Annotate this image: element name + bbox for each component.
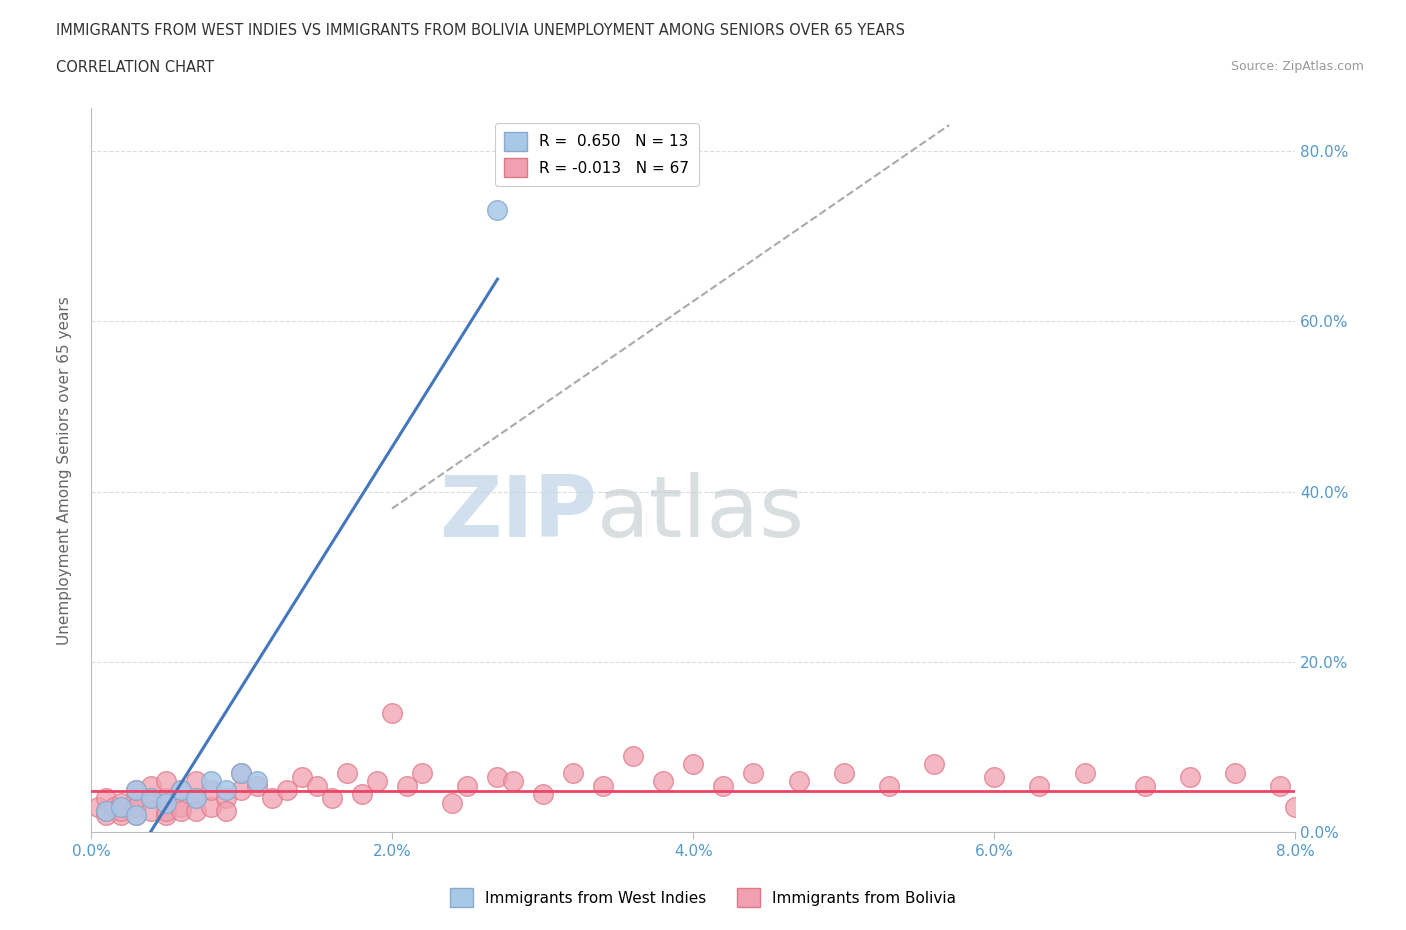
Point bbox=[200, 800, 222, 815]
Point bbox=[231, 765, 253, 780]
Point bbox=[652, 774, 675, 789]
Point bbox=[486, 203, 509, 218]
Point bbox=[983, 769, 1005, 784]
Point bbox=[141, 790, 163, 805]
Point bbox=[231, 782, 253, 797]
Point bbox=[682, 757, 704, 772]
Point bbox=[155, 790, 177, 805]
Point bbox=[215, 782, 238, 797]
Text: CORRELATION CHART: CORRELATION CHART bbox=[56, 60, 214, 75]
Point bbox=[200, 782, 222, 797]
Point bbox=[502, 774, 524, 789]
Point bbox=[1178, 769, 1201, 784]
Point bbox=[94, 808, 117, 823]
Point bbox=[94, 790, 117, 805]
Point bbox=[742, 765, 765, 780]
Point bbox=[155, 808, 177, 823]
Point bbox=[711, 778, 734, 793]
Point bbox=[922, 757, 945, 772]
Text: Source: ZipAtlas.com: Source: ZipAtlas.com bbox=[1230, 60, 1364, 73]
Point bbox=[215, 804, 238, 818]
Point bbox=[125, 790, 148, 805]
Point bbox=[186, 790, 208, 805]
Point bbox=[1270, 778, 1292, 793]
Point bbox=[215, 790, 238, 805]
Point bbox=[141, 790, 163, 805]
Legend: R =  0.650   N = 13, R = -0.013   N = 67: R = 0.650 N = 13, R = -0.013 N = 67 bbox=[495, 123, 699, 186]
Point bbox=[141, 804, 163, 818]
Point bbox=[486, 769, 509, 784]
Point bbox=[1225, 765, 1247, 780]
Point bbox=[231, 765, 253, 780]
Point bbox=[170, 782, 193, 797]
Point bbox=[411, 765, 433, 780]
Point bbox=[103, 800, 125, 815]
Point bbox=[1028, 778, 1050, 793]
Point bbox=[1133, 778, 1156, 793]
Point bbox=[155, 774, 177, 789]
Point bbox=[621, 749, 644, 764]
Point bbox=[396, 778, 419, 793]
Point bbox=[336, 765, 359, 780]
Point bbox=[110, 800, 132, 815]
Point bbox=[125, 808, 148, 823]
Point bbox=[877, 778, 900, 793]
Point bbox=[832, 765, 855, 780]
Point bbox=[276, 782, 298, 797]
Point bbox=[787, 774, 810, 789]
Point bbox=[170, 804, 193, 818]
Point bbox=[1284, 800, 1306, 815]
Point bbox=[110, 804, 132, 818]
Point bbox=[561, 765, 583, 780]
Point bbox=[94, 804, 117, 818]
Point bbox=[125, 808, 148, 823]
Point bbox=[141, 778, 163, 793]
Text: ZIP: ZIP bbox=[439, 472, 596, 555]
Point bbox=[155, 795, 177, 810]
Point bbox=[125, 782, 148, 797]
Point bbox=[110, 808, 132, 823]
Point bbox=[305, 778, 328, 793]
Point bbox=[170, 800, 193, 815]
Point bbox=[94, 804, 117, 818]
Point bbox=[110, 795, 132, 810]
Text: atlas: atlas bbox=[596, 472, 804, 555]
Point bbox=[170, 782, 193, 797]
Point bbox=[531, 787, 554, 802]
Point bbox=[381, 706, 404, 721]
Point bbox=[245, 778, 267, 793]
Legend: Immigrants from West Indies, Immigrants from Bolivia: Immigrants from West Indies, Immigrants … bbox=[444, 883, 962, 913]
Point bbox=[350, 787, 373, 802]
Point bbox=[592, 778, 614, 793]
Point bbox=[291, 769, 314, 784]
Point bbox=[87, 800, 110, 815]
Point bbox=[260, 790, 283, 805]
Point bbox=[186, 804, 208, 818]
Point bbox=[441, 795, 464, 810]
Point bbox=[245, 774, 267, 789]
Point bbox=[125, 782, 148, 797]
Point bbox=[366, 774, 388, 789]
Text: IMMIGRANTS FROM WEST INDIES VS IMMIGRANTS FROM BOLIVIA UNEMPLOYMENT AMONG SENIOR: IMMIGRANTS FROM WEST INDIES VS IMMIGRANT… bbox=[56, 23, 905, 38]
Point bbox=[1073, 765, 1095, 780]
Point bbox=[186, 774, 208, 789]
Point bbox=[200, 774, 222, 789]
Point bbox=[456, 778, 478, 793]
Point bbox=[125, 800, 148, 815]
Point bbox=[155, 804, 177, 818]
Point bbox=[321, 790, 343, 805]
Point bbox=[186, 790, 208, 805]
Y-axis label: Unemployment Among Seniors over 65 years: Unemployment Among Seniors over 65 years bbox=[58, 296, 72, 644]
